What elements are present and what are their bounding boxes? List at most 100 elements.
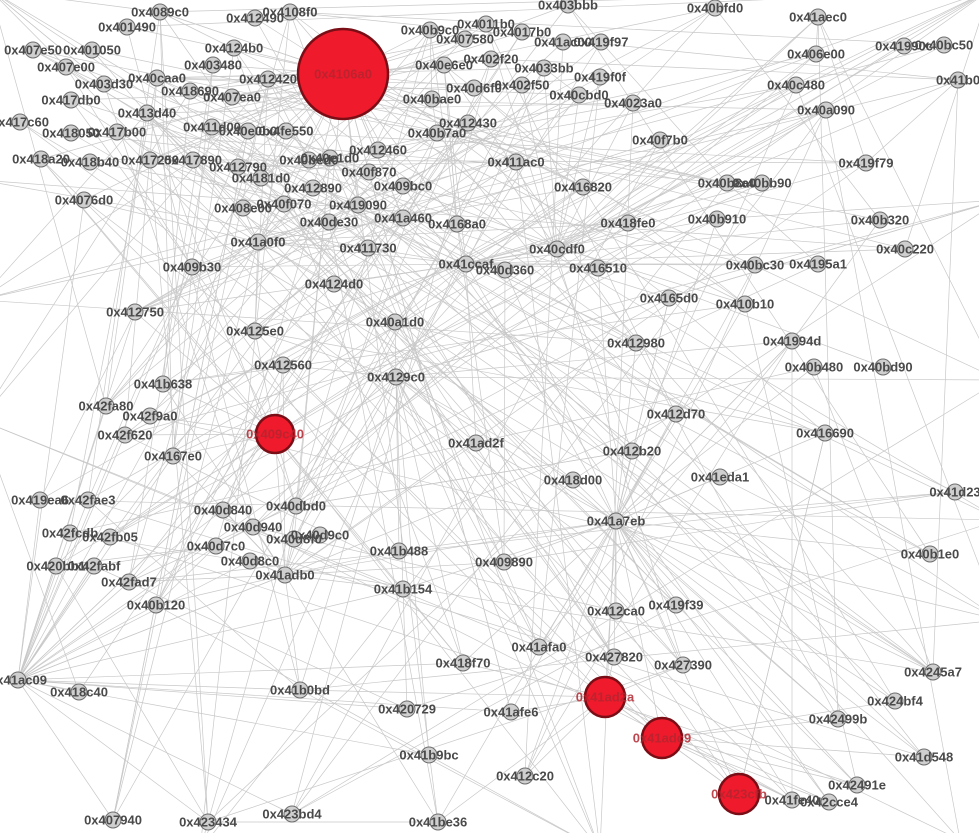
graph-node[interactable] <box>138 104 156 122</box>
graph-node[interactable] <box>482 50 500 68</box>
graph-node[interactable] <box>11 113 29 131</box>
graph-node[interactable] <box>259 70 277 88</box>
graph-node[interactable] <box>746 256 764 274</box>
graph-node[interactable] <box>467 434 485 452</box>
graph-node[interactable] <box>651 131 669 149</box>
graph-node[interactable] <box>387 368 405 386</box>
graph-node[interactable] <box>283 805 301 823</box>
graph-node[interactable] <box>104 811 122 829</box>
graph-node[interactable] <box>81 153 99 171</box>
graph-node[interactable] <box>783 332 801 350</box>
graph-node[interactable] <box>829 710 847 728</box>
graph-node[interactable] <box>674 656 692 674</box>
graph-node[interactable] <box>184 151 202 169</box>
graph-node[interactable] <box>83 41 101 59</box>
graph-node[interactable] <box>62 91 80 109</box>
graph-node[interactable] <box>718 174 736 192</box>
graph-node[interactable] <box>820 793 838 811</box>
graph-node[interactable] <box>623 442 641 460</box>
graph-node[interactable] <box>31 491 49 509</box>
graph-node[interactable] <box>809 255 827 273</box>
graph-node[interactable] <box>627 334 645 352</box>
graph-node[interactable] <box>530 638 548 656</box>
graph-node[interactable] <box>667 596 685 614</box>
graph-node[interactable] <box>249 233 267 251</box>
graph-node[interactable] <box>203 118 221 136</box>
graph-node[interactable] <box>390 542 408 560</box>
graph-node[interactable] <box>97 397 115 415</box>
graph-node[interactable] <box>244 518 262 536</box>
graph-node[interactable] <box>807 45 825 63</box>
graph-node[interactable] <box>429 813 447 831</box>
graph-node[interactable] <box>214 501 232 519</box>
graph-node[interactable] <box>360 163 378 181</box>
graph-node[interactable] <box>548 240 566 258</box>
graph-node[interactable] <box>120 573 138 591</box>
graph-node[interactable] <box>108 123 126 141</box>
graph-node[interactable] <box>706 0 724 17</box>
graph-node[interactable] <box>949 71 967 89</box>
graph-node[interactable] <box>896 240 914 258</box>
graph-node[interactable] <box>454 654 472 672</box>
graph-node[interactable] <box>311 526 329 544</box>
graph-node[interactable] <box>47 557 65 575</box>
highlighted-node[interactable] <box>717 772 761 816</box>
graph-node[interactable] <box>871 211 889 229</box>
highlighted-node[interactable] <box>640 716 684 760</box>
graph-node[interactable] <box>148 69 166 87</box>
graph-node[interactable] <box>591 68 609 86</box>
graph-node[interactable] <box>281 3 299 21</box>
highlighted-node[interactable] <box>296 27 390 121</box>
graph-node[interactable] <box>276 566 294 584</box>
graph-node[interactable] <box>496 261 514 279</box>
graph-node[interactable] <box>711 468 729 486</box>
highlighted-node[interactable] <box>254 413 296 455</box>
graph-node[interactable] <box>274 356 292 374</box>
graph-node[interactable] <box>95 75 113 93</box>
graph-node[interactable] <box>164 447 182 465</box>
graph-node[interactable] <box>513 76 531 94</box>
graph-node[interactable] <box>246 9 264 27</box>
graph-node[interactable] <box>101 528 119 546</box>
graph-node[interactable] <box>619 214 637 232</box>
graph-node[interactable] <box>287 497 305 515</box>
graph-node[interactable] <box>304 179 322 197</box>
graph-node[interactable] <box>207 537 225 555</box>
graph-node[interactable] <box>921 545 939 563</box>
graph-node[interactable] <box>277 122 295 140</box>
graph-node[interactable] <box>428 124 446 142</box>
graph-node[interactable] <box>9 671 27 689</box>
graph-node[interactable] <box>141 151 159 169</box>
graph-node[interactable] <box>459 114 477 132</box>
graph-node[interactable] <box>570 86 588 104</box>
graph-node[interactable] <box>291 681 309 699</box>
graph-node[interactable] <box>320 213 338 231</box>
graph-node[interactable] <box>154 375 172 393</box>
graph-node[interactable] <box>32 150 50 168</box>
graph-node[interactable] <box>147 596 165 614</box>
graph-node[interactable] <box>535 59 553 77</box>
graph-node[interactable] <box>783 791 801 809</box>
graph-node[interactable] <box>275 195 293 213</box>
graph-node[interactable] <box>935 36 953 54</box>
graph-node[interactable] <box>736 295 754 313</box>
graph-node[interactable] <box>116 426 134 444</box>
graph-node[interactable] <box>809 8 827 26</box>
graph-node[interactable] <box>246 322 264 340</box>
graph-node[interactable] <box>435 56 453 74</box>
graph-node[interactable] <box>394 580 412 598</box>
graph-node[interactable] <box>234 199 252 217</box>
graph-node[interactable] <box>225 39 243 57</box>
graph-node[interactable] <box>61 524 79 542</box>
graph-node[interactable] <box>495 553 513 571</box>
graph-node[interactable] <box>915 748 933 766</box>
graph-node[interactable] <box>946 483 964 501</box>
graph-node[interactable] <box>507 153 525 171</box>
graph-node[interactable] <box>126 303 144 321</box>
graph-node[interactable] <box>564 471 582 489</box>
graph-node[interactable] <box>502 703 520 721</box>
graph-node[interactable] <box>667 405 685 423</box>
graph-node[interactable] <box>369 141 387 159</box>
graph-node[interactable] <box>423 90 441 108</box>
graph-node[interactable] <box>85 557 103 575</box>
